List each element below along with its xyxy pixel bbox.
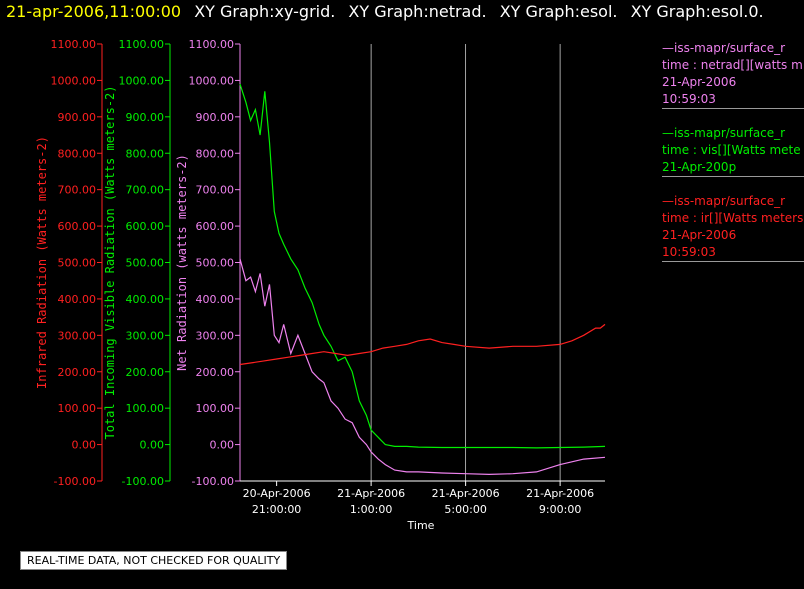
x-axis-title: Time bbox=[407, 519, 435, 532]
vis-tick-label: 500.00 bbox=[126, 257, 165, 270]
grid-layer bbox=[370, 44, 561, 481]
netrad-tick-label: -100.00 bbox=[192, 475, 234, 488]
vis-tick-label: 1000.00 bbox=[119, 74, 165, 87]
legend-separator bbox=[662, 261, 804, 262]
netrad-axis-title: Net Radiation (watts meters-2) bbox=[175, 154, 189, 371]
legend-separator bbox=[662, 108, 804, 109]
vis-tick-label: 0.00 bbox=[140, 439, 165, 452]
vis-tick-label: 600.00 bbox=[126, 220, 165, 233]
ir-tick-label: 1000.00 bbox=[51, 74, 97, 87]
netrad-tick-label: 1100.00 bbox=[189, 38, 235, 51]
graph-tab-esol[interactable]: XY Graph:esol. bbox=[499, 2, 618, 21]
netrad-tick-label: 600.00 bbox=[196, 220, 235, 233]
ir-tick-label: 800.00 bbox=[58, 147, 97, 160]
ir-tick-label: 0.00 bbox=[72, 439, 97, 452]
netrad-tick-label: 800.00 bbox=[196, 147, 235, 160]
legend-line: 21-Apr-2006 bbox=[662, 228, 737, 242]
netrad-tick-label: 700.00 bbox=[196, 184, 235, 197]
x-tick-label-date: 20-Apr-2006 bbox=[243, 487, 311, 500]
axes-layer: -100.00 0.00 100.00 200.00 300.00 400.00 500.0… bbox=[35, 38, 241, 488]
ir-tick-label: 900.00 bbox=[58, 111, 97, 124]
timestamp-label: 21-apr-2006,11:00:00 bbox=[6, 2, 182, 21]
vis-tick-label: 1100.00 bbox=[119, 38, 165, 51]
legend-line: —iss-mapr/surface_r bbox=[662, 126, 786, 140]
x-axis: 20-Apr-2006 21:00:00 21-Apr-2006 1:00:00 21-… bbox=[240, 480, 605, 532]
x-tick-label-date: 21-Apr-2006 bbox=[337, 487, 405, 500]
graph-tab-xy-grid[interactable]: XY Graph:xy-grid. bbox=[194, 2, 336, 21]
series-layer bbox=[239, 83, 606, 476]
netrad-tick-label: 500.00 bbox=[196, 257, 235, 270]
x-tick-label-time: 1:00:00 bbox=[350, 503, 392, 516]
vis-tick-label: 700.00 bbox=[126, 184, 165, 197]
vis-tick-label: 100.00 bbox=[126, 402, 165, 415]
vis-tick-label: 800.00 bbox=[126, 147, 165, 160]
netrad-tick-label: 300.00 bbox=[196, 329, 235, 342]
ir-tick-label: 500.00 bbox=[58, 257, 97, 270]
vis-tick-label: -100.00 bbox=[122, 475, 164, 488]
vis-tick-label: 300.00 bbox=[126, 329, 165, 342]
netrad-tick-label: 1000.00 bbox=[189, 74, 235, 87]
x-tick-label-time: 5:00:00 bbox=[444, 503, 486, 516]
netrad-tick-label: 0.00 bbox=[210, 439, 235, 452]
legend-line: time : netrad[][watts m bbox=[662, 58, 803, 72]
ir-tick-label: 700.00 bbox=[58, 184, 97, 197]
legend-line: 10:59:03 bbox=[662, 92, 716, 106]
legend-line: —iss-mapr/surface_r bbox=[662, 194, 786, 208]
legend-line: time : ir[][Watts meters bbox=[662, 211, 804, 225]
vis-tick-label: 900.00 bbox=[126, 111, 165, 124]
vis-tick-label: 200.00 bbox=[126, 366, 165, 379]
ir-series-line bbox=[239, 323, 606, 366]
legend-line: 21-Apr-2006 bbox=[662, 75, 737, 89]
vis-series-line bbox=[239, 83, 606, 449]
ir-tick-label: 600.00 bbox=[58, 220, 97, 233]
netrad-series-line bbox=[239, 258, 606, 476]
netrad-tick-label: 200.00 bbox=[196, 366, 235, 379]
ir-tick-label: 200.00 bbox=[58, 366, 97, 379]
ir-tick-label: 300.00 bbox=[58, 329, 97, 342]
legend-gap bbox=[662, 177, 804, 193]
netrad-tick-label: 900.00 bbox=[196, 111, 235, 124]
x-tick-label-date: 21-Apr-2006 bbox=[526, 487, 594, 500]
legend-line: 10:59:03 bbox=[662, 245, 716, 259]
vis-tick-label: 400.00 bbox=[126, 293, 165, 306]
graph-tab-netrad[interactable]: XY Graph:netrad. bbox=[348, 2, 487, 21]
ir-tick-label: 400.00 bbox=[58, 293, 97, 306]
ir-tick-label: 1100.00 bbox=[51, 38, 97, 51]
ir-tick-label: 100.00 bbox=[58, 402, 97, 415]
quality-warning-label: REAL-TIME DATA, NOT CHECKED FOR QUALITY bbox=[20, 551, 288, 570]
x-tick-label-time: 21:00:00 bbox=[252, 503, 301, 516]
netrad-tick-label: 400.00 bbox=[196, 293, 235, 306]
legend-line: 21-Apr-200p bbox=[662, 160, 737, 174]
ir-axis-title: Infrared Radiation (Watts meters-2) bbox=[35, 136, 49, 389]
title-bar: 21-apr-2006,11:00:00 XY Graph:xy-grid. X… bbox=[6, 2, 764, 21]
graph-tab-esol0[interactable]: XY Graph:esol.0. bbox=[630, 2, 764, 21]
legend-gap bbox=[662, 109, 804, 125]
legend-line: —iss-mapr/surface_r bbox=[662, 41, 786, 55]
netrad-tick-label: 100.00 bbox=[196, 402, 235, 415]
x-tick-label-date: 21-Apr-2006 bbox=[432, 487, 500, 500]
legend-line: time : vis[][Watts mete bbox=[662, 143, 801, 157]
vis-axis-title: Total Incoming Visible Radiation (Watts … bbox=[103, 85, 117, 439]
ir-tick-label: -100.00 bbox=[54, 475, 96, 488]
legend-separator bbox=[662, 176, 804, 177]
x-tick-label-time: 9:00:00 bbox=[539, 503, 581, 516]
